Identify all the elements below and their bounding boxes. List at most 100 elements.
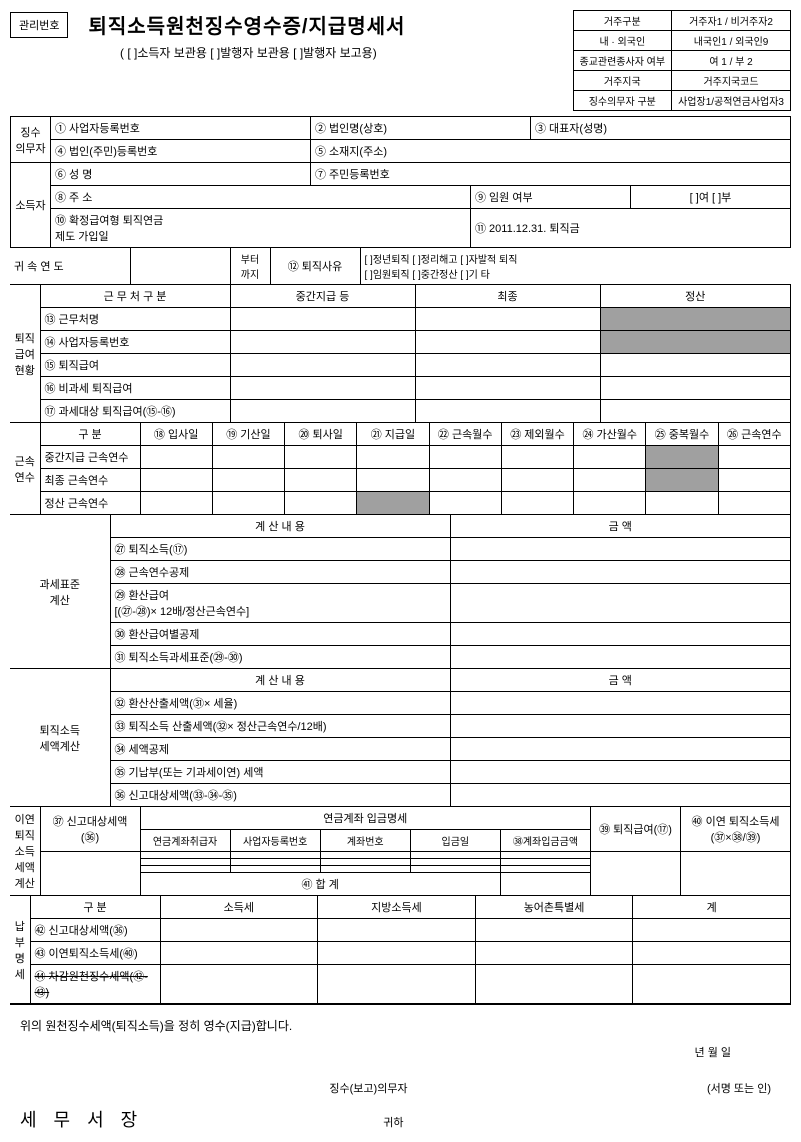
taxcalc-table: 퇴직소득 세액계산 계 산 내 용 금 액 ㉜ 환산산출세액(㉛× 세율) ㉝ …: [10, 668, 791, 807]
field-label: ⑪ 2011.12.31. 퇴직금: [471, 209, 791, 248]
taxcalc-label: 퇴직소득 세액계산: [10, 669, 110, 807]
tenure-label: 근속 연수: [10, 423, 40, 515]
mgmt-number-box: 관리번호: [10, 12, 68, 38]
attribution-table: 귀 속 연 도 부터까지 ⑫ 퇴직사유 [ ]정년퇴직 [ ]정리해고 [ ]자…: [10, 247, 791, 285]
col-header: 농어촌특별세: [475, 896, 633, 919]
row-label: ㉗ 퇴직소득(⑰): [110, 538, 450, 561]
reason-label: ⑫ 퇴직사유: [270, 248, 360, 285]
field-label: ⑦ 주민등록번호: [311, 163, 791, 186]
row-label: ⑮ 퇴직급여: [40, 354, 230, 377]
document-title: 퇴직소득원천징수영수증/지급명세서: [88, 10, 405, 39]
row-label: ㉜ 환산산출세액(㉛× 세율): [110, 692, 450, 715]
row-label: ⑯ 비과세 퇴직급여: [40, 377, 230, 400]
row-label: ㉘ 근속연수공제: [110, 561, 450, 584]
earner-label: 소득자: [11, 163, 51, 248]
pension-header: 연금계좌 입금명세: [140, 807, 591, 830]
row-label: 중간지급 근속연수: [40, 446, 140, 469]
classification-table: 거주구분거주자1 / 비거주자2 내 · 외국인내국인1 / 외국인9 종교관련…: [573, 10, 792, 111]
col-header: ⑳ 퇴사일: [285, 423, 357, 446]
col-header: 지방소득세: [318, 896, 476, 919]
attr-label: 귀 속 연 도: [10, 248, 130, 285]
cls-val: 내국인1 / 외국인9: [672, 31, 791, 51]
taxbase-table: 과세표준 계산 계 산 내 용 금 액 ㉗ 퇴직소득(⑰) ㉘ 근속연수공제 ㉙…: [10, 514, 791, 669]
row-label: ㉟ 기납부(또는 기과세이연) 세액: [110, 761, 450, 784]
to-label: 귀하: [383, 1114, 403, 1130]
col-header: ㉕ 중복월수: [646, 423, 718, 446]
col-header: 중간지급 등: [230, 285, 415, 308]
col-header: 구 분: [30, 896, 160, 919]
col-header: ㉓ 제외월수: [501, 423, 573, 446]
col-header: ⑲ 기산일: [212, 423, 284, 446]
tenure-table: 근속 연수 구 분 ⑱ 입사일 ⑲ 기산일 ⑳ 퇴사일 ㉑ 지급일 ㉒ 근속월수…: [10, 422, 791, 515]
field-label: ⑩ 확정급여형 퇴직연금 제도 가입일: [51, 209, 471, 248]
tax-office: 세 무 서 장: [10, 1106, 143, 1132]
row-label: ⑭ 사업자등록번호: [40, 331, 230, 354]
col-header: ㉔ 가산월수: [574, 423, 646, 446]
sub-header: 사업자등록번호: [230, 830, 320, 852]
col-header: ㊴ 퇴직급여(⑰): [591, 807, 681, 852]
sub-header: 계좌번호: [320, 830, 410, 852]
col-header: 구 분: [40, 423, 140, 446]
payment-table: 납 부 명 세 구 분 소득세 지방소득세 농어촌특별세 계 ㊷ 신고대상세액(…: [10, 895, 791, 1005]
field-value: [130, 248, 230, 285]
col-header: 근 무 처 구 분: [40, 285, 230, 308]
taxbase-label: 과세표준 계산: [10, 515, 110, 669]
earner-table: 소득자 ⑥ 성 명 ⑦ 주민등록번호 ⑧ 주 소 ⑨ 임원 여부 [ ]여 [ …: [10, 162, 791, 248]
field-label: ① 사업자등록번호: [51, 117, 311, 140]
payment-label: 납 부 명 세: [10, 896, 30, 1005]
sum-label: ㊶ 합 계: [140, 873, 500, 896]
col-header: 최종: [415, 285, 600, 308]
col-header: 계: [633, 896, 791, 919]
reporter-label: 징수(보고)의무자: [329, 1080, 407, 1096]
cls-label: 거주구분: [573, 11, 672, 31]
footer-date: 년 월 일: [10, 1044, 791, 1060]
footer-text: 위의 원천징수세액(퇴직소득)을 정히 영수(지급)합니다.: [10, 1017, 791, 1034]
field-label: ⑤ 소재지(주소): [311, 140, 791, 163]
workplace-label: 퇴직 급여 현황: [10, 285, 40, 423]
row-label: 최종 근속연수: [40, 469, 140, 492]
row-label: ㊷ 신고대상세액(㊱): [30, 919, 160, 942]
sig-label: (서명 또는 인): [707, 1080, 771, 1096]
row-label: ⑬ 근무처명: [40, 308, 230, 331]
row-label: ㉞ 세액공제: [110, 738, 450, 761]
row-label: ⑰ 과세대상 퇴직급여(⑮-⑯): [40, 400, 230, 423]
field-label: ⑨ 임원 여부: [471, 186, 631, 209]
col-header: ㉑ 지급일: [357, 423, 429, 446]
field-label: ⑧ 주 소: [51, 186, 471, 209]
col-header: 정산: [600, 285, 791, 308]
col-header: ㉖ 근속연수: [718, 423, 790, 446]
col-header: ㉒ 근속월수: [429, 423, 501, 446]
col-header: 소득세: [160, 896, 318, 919]
row-label: ㊹ 차감원천징수세액(㊷-㊸): [30, 965, 160, 1005]
cls-val: 사업장1/공적연금사업자3: [672, 91, 791, 111]
obligor-table: 징수 의무자 ① 사업자등록번호 ② 법인명(상호) ③ 대표자(성명) ④ 법…: [10, 116, 791, 163]
row-label: ㉙ 환산급여 [(㉗-㉘)× 12배/정산근속연수]: [110, 584, 450, 623]
reason-opts: [ ]정년퇴직 [ ]정리해고 [ ]자발적 퇴직 [ ]임원퇴직 [ ]중간정…: [360, 248, 791, 285]
cls-val: 거주지국코드: [672, 71, 791, 91]
cls-label: 징수의무자 구분: [573, 91, 672, 111]
row-label: ㉛ 퇴직소득과세표준(㉙-㉚): [110, 646, 450, 669]
obligor-label: 징수 의무자: [11, 117, 51, 163]
col-header: 계 산 내 용: [110, 669, 450, 692]
field-value: [ ]여 [ ]부: [631, 186, 791, 209]
cls-label: 종교관련종사자 여부: [573, 51, 672, 71]
cls-label: 거주지국: [573, 71, 672, 91]
deferred-table: 이연 퇴직 소득 세액 계산 ㊲ 신고대상세액(㊱) 연금계좌 입금명세 ㊴ 퇴…: [10, 806, 791, 896]
row-label: ㉝ 퇴직소득 산출세액(㉜× 정산근속연수/12배): [110, 715, 450, 738]
col-header: ㊲ 신고대상세액(㊱): [40, 807, 140, 852]
row-label: ㊱ 신고대상세액(㉝-㉞-㉟): [110, 784, 450, 807]
col-header: 금 액: [450, 515, 791, 538]
row-label: ㊸ 이연퇴직소득세(㊵): [30, 942, 160, 965]
header-row: 관리번호 퇴직소득원천징수영수증/지급명세서: [10, 10, 573, 39]
cls-label: 내 · 외국인: [573, 31, 672, 51]
field-label: ③ 대표자(성명): [531, 117, 791, 140]
col-header: 금 액: [450, 669, 791, 692]
sub-header: 입금일: [410, 830, 500, 852]
sub-header: ㊳계좌입금금액: [500, 830, 590, 852]
field-label: ⑥ 성 명: [51, 163, 311, 186]
signature-row: 징수(보고)의무자 (서명 또는 인): [10, 1080, 791, 1096]
field-label: ② 법인명(상호): [311, 117, 531, 140]
deferred-label: 이연 퇴직 소득 세액 계산: [10, 807, 40, 896]
field-label: ④ 법인(주민)등록번호: [51, 140, 311, 163]
sub-header: 연금계좌취급자: [140, 830, 230, 852]
